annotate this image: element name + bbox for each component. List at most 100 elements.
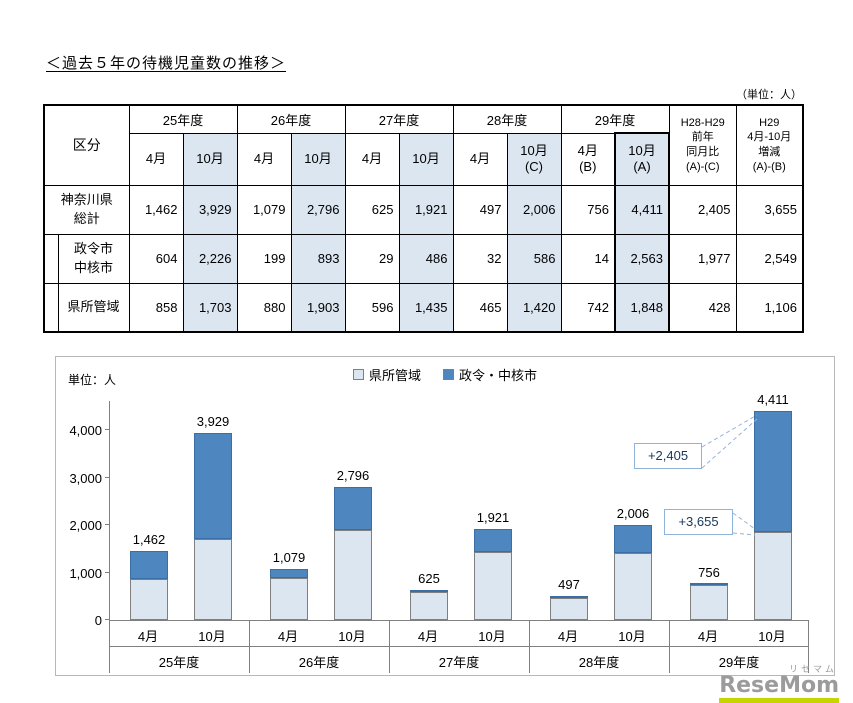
diff-header-yoy: H28-H29 前年 同月比 (A)-(C)	[668, 104, 737, 186]
x-axis-year-label: 29年度	[718, 655, 760, 670]
x-axis-month-label: 10月	[758, 629, 786, 644]
year-header-26: 26年度	[236, 104, 346, 134]
table-cell: 1,079	[236, 184, 292, 235]
table-cell: 4,411	[614, 184, 670, 235]
bar-segment-seirei	[130, 550, 168, 580]
y-axis-tick-mark	[105, 524, 110, 526]
y-axis-tick-mark	[105, 571, 110, 573]
legend-item-seirei: 政令・中核市	[443, 365, 537, 384]
x-axis-group-separator	[808, 621, 809, 673]
x-axis-year-label: 25年度	[158, 655, 200, 670]
table-cell: 1,703	[182, 282, 238, 333]
page-title: ＜過去５年の待機児童数の推移＞	[46, 56, 287, 72]
table-header-months: 4月 10月 4月 10月 4月 10月 4月 10月 (C) 4月 (B) 1…	[44, 132, 803, 186]
bar-total-label: 2,006	[616, 505, 650, 521]
month-header: 4月	[344, 132, 400, 186]
x-axis-group-separator	[529, 621, 530, 673]
y-axis-tick-label: 2,000	[69, 518, 102, 534]
month-header: 10月	[290, 132, 346, 186]
table-cell: 1,106	[735, 282, 804, 333]
bar-total-label: 3,929	[196, 414, 230, 430]
bar-segment-seirei	[614, 524, 652, 553]
table-row-kanagawa-total: 神奈川県 総計 1,462 3,929 1,079 2,796 625 1,92…	[43, 184, 804, 235]
x-axis-year-label: 28年度	[578, 655, 620, 670]
x-axis: 4月 10月 4月 10月 4月 10月 4月 10月 4月 10月 25年度 26年度 27年度 28…	[109, 621, 809, 673]
month-header: 4月	[236, 132, 292, 186]
table-cell: 3,655	[735, 184, 804, 235]
year-header-25: 25年度	[128, 104, 238, 134]
x-axis-month-label: 10月	[618, 629, 646, 644]
legend-swatch-0	[352, 369, 364, 380]
month-header: 10月	[398, 132, 454, 186]
x-axis-group-separator	[669, 621, 670, 673]
x-axis-group-separator	[249, 621, 250, 673]
chart-legend: 県所管域 政令・中核市	[56, 365, 834, 384]
row-indent	[43, 282, 59, 333]
year-header-29: 29年度	[560, 104, 670, 134]
x-axis-group-separator	[109, 621, 110, 673]
bar-segment-kensho	[550, 597, 588, 620]
y-axis-tick-label: 3,000	[69, 470, 102, 486]
table-cell: 2,796	[290, 184, 346, 235]
bar-segment-seirei	[474, 528, 512, 552]
x-axis-month-label: 4月	[417, 629, 439, 644]
table-cell: 1,420	[506, 282, 562, 333]
bar-segment-kensho	[334, 529, 372, 620]
y-axis-tick-mark	[105, 619, 110, 620]
row-label: 県所管域	[57, 282, 130, 333]
x-axis-years-row: 25年度 26年度 27年度 28年度 29年度	[109, 647, 809, 673]
row-indent	[43, 233, 59, 284]
table-cell: 1,977	[668, 233, 737, 284]
y-axis-tick-label: 4,000	[69, 423, 102, 439]
month-header-A: 10月 (A)	[614, 132, 670, 186]
table-cell: 1,462	[128, 184, 184, 235]
month-header: 4月	[452, 132, 508, 186]
bar-segment-kensho	[690, 584, 728, 620]
bar-segment-kensho	[194, 539, 232, 620]
bar-total-label: 2,796	[336, 468, 370, 484]
bar-segment-seirei	[410, 589, 448, 592]
table-cell: 3,929	[182, 184, 238, 235]
table-cell: 596	[344, 282, 400, 333]
x-axis-months-row: 4月 10月 4月 10月 4月 10月 4月 10月 4月 10月	[109, 621, 809, 647]
table-cell: 486	[398, 233, 454, 284]
table-cell: 586	[506, 233, 562, 284]
row-label: 政令市 中核市	[57, 233, 130, 284]
table-cell: 858	[128, 282, 184, 333]
legend-item-kensho: 県所管域	[352, 365, 421, 384]
resemom-logo-kana: リセマム	[788, 664, 837, 674]
x-axis-month-label: 10月	[338, 629, 366, 644]
table-cell: 2,405	[668, 184, 737, 235]
table-cell: 428	[668, 282, 737, 333]
table-cell: 2,563	[614, 233, 670, 284]
bar-segment-seirei	[690, 582, 728, 585]
resemom-logo: リセマム ReseMom	[719, 665, 839, 703]
table-cell: 14	[560, 233, 616, 284]
x-axis-year-label: 27年度	[438, 655, 480, 670]
y-axis: 0 1,000 2,000 3,000 4,000	[56, 401, 102, 628]
bar-total-label: 756	[698, 565, 720, 581]
table-cell: 2,549	[735, 233, 804, 284]
table-cell: 1,435	[398, 282, 454, 333]
table-cell: 604	[128, 233, 184, 284]
table-cell: 1,848	[614, 282, 670, 333]
unit-note: （単位：人）	[736, 89, 802, 101]
resemom-logo-text: ReseMom	[719, 673, 839, 698]
month-header: 4月 (B)	[560, 132, 616, 186]
bar-segment-seirei	[270, 568, 308, 579]
bar-segment-kensho	[270, 578, 308, 620]
table-cell: 199	[236, 233, 292, 284]
bar-total-label: 625	[418, 571, 440, 587]
bar-total-label: 1,079	[272, 549, 306, 565]
bar-segment-kensho	[474, 551, 512, 620]
x-axis-group-separator	[389, 621, 390, 673]
x-axis-month-label: 4月	[557, 629, 579, 644]
stacked-bar-chart: 単位：人 県所管域 政令・中核市 0 1,000 2,000 3,000 4,000 +…	[55, 356, 835, 676]
bar-segment-kensho	[614, 552, 652, 620]
legend-label-0: 県所管域	[368, 368, 421, 383]
year-header-28: 28年度	[452, 104, 562, 134]
row-label: 神奈川県 総計	[43, 184, 130, 235]
y-axis-tick-mark	[105, 476, 110, 478]
table-cell: 625	[344, 184, 400, 235]
table-corner-header: 区分	[43, 104, 130, 186]
